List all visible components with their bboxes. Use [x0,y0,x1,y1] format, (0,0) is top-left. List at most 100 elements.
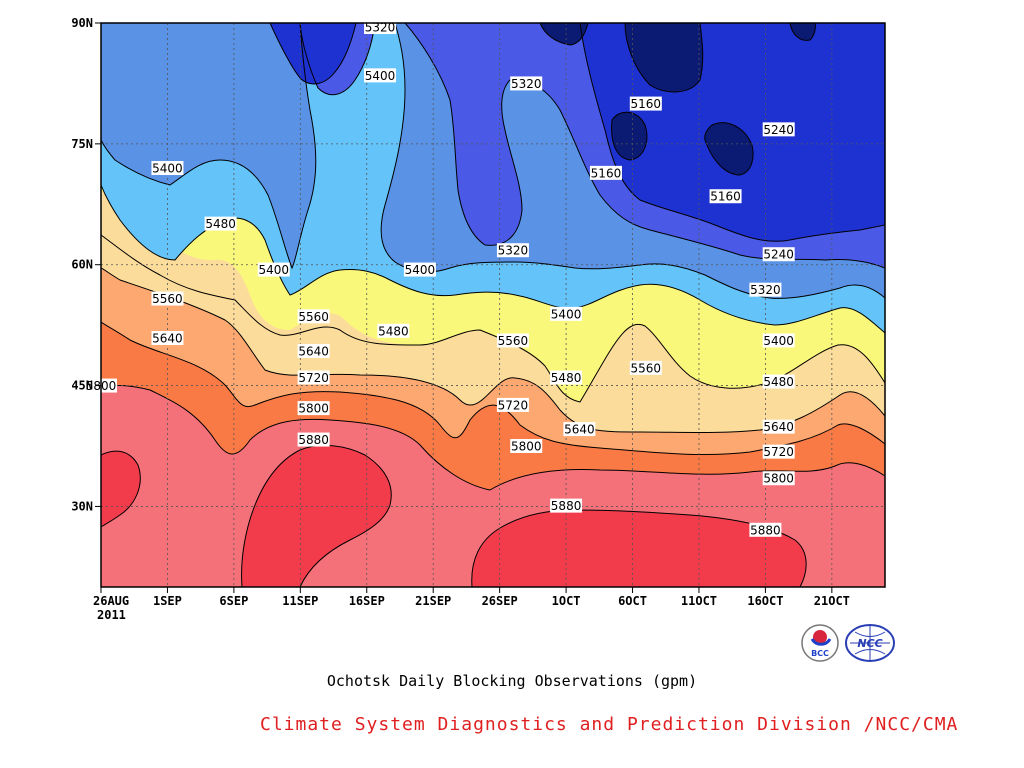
y-tick-label: 45N [71,379,93,393]
contour-label: 5480 [762,374,795,389]
contour-label-text: 5160 [710,190,741,204]
contour-label-text: 5560 [498,334,529,348]
y-tick-label: 30N [71,499,93,513]
x-tick-label: 1SEP [153,594,182,608]
contour-label-text: 5480 [551,371,582,385]
contour-label-box [377,323,410,338]
contour-label-box [151,331,184,346]
contour-label-box [762,444,795,459]
contour-label-text: 5400 [405,263,436,277]
contour-label-box [151,161,184,176]
x-tick-label: 11OCT [681,594,717,608]
x-tick-label: 6SEP [219,594,248,608]
contour-label-box [629,360,662,375]
contour-label-box [364,68,397,83]
contour-labels: 5320 5400 5320 5160 5240 5160 5160 5400 5480 5400… [85,20,795,537]
contour-label-text: 5720 [763,445,794,459]
contour-label: 5480 [204,216,237,231]
contour-label: 5240 [762,122,795,137]
contour-label: 5480 [550,370,583,385]
y-tick-label: 75N [71,137,93,151]
contour-label: 5640 [762,419,795,434]
contour-label-box [151,291,184,306]
contour-label: 5400 [257,262,290,277]
contour-label: 5160 [589,165,622,180]
contour-label: 5400 [364,68,397,83]
grid-lines [101,23,885,587]
contour-label-text: 5640 [152,332,183,346]
contour-label-text: 5320 [498,244,529,258]
contour-label-text: 5320 [365,21,396,35]
x-tick-label: 26AUG [93,594,129,608]
contour-label-box [496,243,529,258]
contour-label-box [297,309,330,324]
contour-label: 5320 [364,20,397,35]
contour-label: 5400 [403,262,436,277]
contour-label-box [297,432,330,447]
contour-label: 5640 [297,343,330,358]
contour-label-text: 5320 [511,77,542,91]
contour-label-text: 5640 [298,344,329,358]
contour-label-text: 5240 [763,123,794,137]
contour-label: 5480 [377,323,410,338]
x-tick-label: 6OCT [618,594,647,608]
contour-label-box [297,343,330,358]
x-tick-label: 26SEP [482,594,518,608]
contour-label-box [749,522,782,537]
contour-lines [101,23,885,587]
ncc-logo-icon: NCC [845,624,895,662]
contour-fields [101,23,885,587]
contour-line-5400 [101,23,885,299]
x-axis: 26AUG 1SEP 6SEP 11SEP 16SEP 21SEP 26SEP 1OCT 6OC… [93,587,850,608]
x-tick-label: 16OCT [747,594,783,608]
y-tick-label: 90N [71,16,93,30]
chart-title: Ochotsk Daily Blocking Observations (gpm… [326,672,698,690]
contour-label: 5800 [510,439,543,454]
band-below-5160 [540,23,816,175]
contour-label-text: 5720 [298,371,329,385]
contour-label-text: 5880 [750,523,781,537]
contour-label-box [403,262,436,277]
contour-label-text: 5720 [498,398,529,412]
y-tick-label: 60N [71,258,93,272]
contour-label: 5320 [496,243,529,258]
contour-label-box [709,189,742,204]
contour-label-text: 5320 [750,283,781,297]
contour-label-text: 5640 [763,420,794,434]
contour-label: 5240 [762,247,795,262]
ncc-logo-text: NCC [857,637,882,650]
contour-label: 5640 [151,331,184,346]
contour-line-5320 [299,23,885,269]
contour-label-text: 5800 [298,402,329,416]
core-5880-center [241,445,392,587]
contour-label-text: 5240 [763,248,794,262]
contour-line-5480 [101,184,885,334]
contour-line-5560 [101,234,885,403]
contour-label-box [762,471,795,486]
bcc-logo-icon: BCC [801,624,839,662]
core-5880-right [471,510,807,587]
contour-label: 5800 [762,471,795,486]
contour-label: 5560 [297,309,330,324]
bcc-logo-text: BCC [811,649,829,658]
contour-label: 5720 [762,444,795,459]
contour-label-text: 5400 [365,69,396,83]
contour-label-text: 5560 [298,310,329,324]
contour-label-text: 5800 [511,440,542,454]
x-tick-label: 16SEP [349,594,385,608]
contour-label: 5880 [749,522,782,537]
contour-label: 5880 [550,498,583,513]
contour-line-5160 [539,23,816,176]
contour-label: 5880 [297,432,330,447]
contour-label: 5160 [629,96,662,111]
contour-label-text: 5880 [298,433,329,447]
contour-label-text: 5560 [152,292,183,306]
contour-label-box [297,370,330,385]
contour-label-text: 5640 [564,423,595,437]
contour-label: 5800 [297,401,330,416]
contour-label-box [510,439,543,453]
contour-line-5640 [101,267,885,433]
contour-label-text: 5400 [551,307,582,321]
contour-label-box [550,498,583,513]
contour-line-5720 [101,321,885,456]
